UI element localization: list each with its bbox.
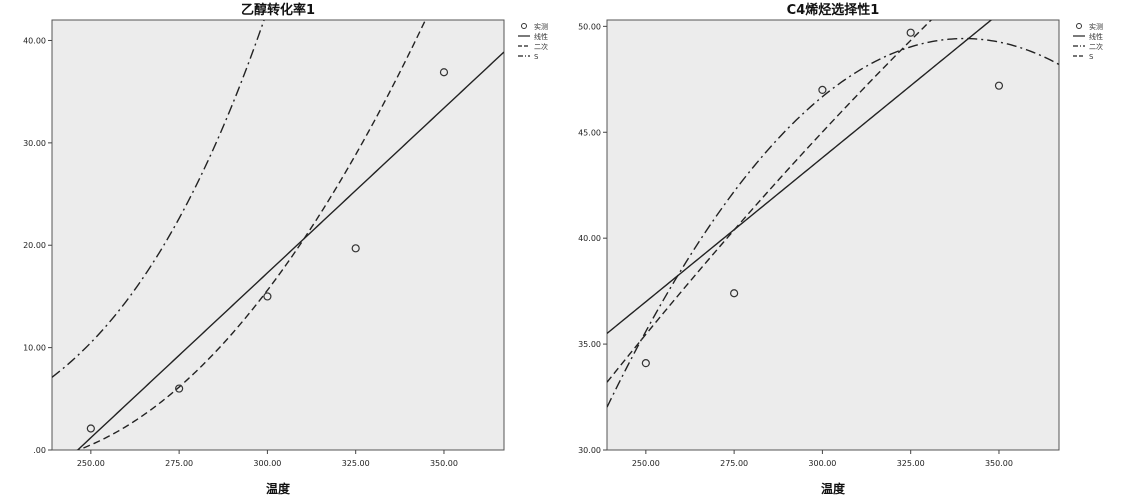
legend-label: 实测 xyxy=(534,22,548,31)
observed-point xyxy=(730,289,739,298)
legend-label: 二次 xyxy=(1089,42,1103,51)
plot-area xyxy=(51,19,505,451)
observed-point xyxy=(906,28,915,37)
x-tick-label: 325.00 xyxy=(897,459,925,468)
y-tick-label: 40.00 xyxy=(23,36,46,45)
fit-line-quadratic xyxy=(607,37,1059,408)
y-tick-label: 45.00 xyxy=(578,128,601,137)
x-tick-label: 275.00 xyxy=(720,459,748,468)
chart-title: C4烯烃选择性1 xyxy=(787,2,880,18)
observed-point xyxy=(439,68,449,77)
y-tick-label: 35.00 xyxy=(578,340,601,349)
y-tick-label: 30.00 xyxy=(23,139,46,148)
fit-line-linear xyxy=(607,20,993,334)
x-tick-label: 325.00 xyxy=(342,459,370,468)
x-tick-label: 250.00 xyxy=(77,459,105,468)
chart-panel-ethanol-conversion: 乙醇转化率1 250.00 275.00 300.00 325.00 350.00 .00 1… xyxy=(23,2,548,496)
fit-line-quadratic xyxy=(76,20,427,450)
y-tick-label: 50.00 xyxy=(578,22,601,31)
legend-marker xyxy=(521,23,527,29)
legend-label: S xyxy=(1089,53,1094,61)
fit-line-linear xyxy=(76,51,504,450)
chart-title: 乙醇转化率1 xyxy=(241,2,315,18)
plot-area xyxy=(606,19,1060,451)
y-tick-label: 20.00 xyxy=(23,241,46,250)
y-tick-label: 10.00 xyxy=(23,344,46,353)
legend-label: 实测 xyxy=(1089,22,1103,31)
legend-label: 线性 xyxy=(1089,32,1103,41)
observed-point xyxy=(263,292,272,301)
chart-panel-c4-olefin-selectivity: C4烯烃选择性1 250.00 275.00 300.00 325.00 350.00 30… xyxy=(578,2,1103,496)
legend-label: 二次 xyxy=(534,42,548,51)
legend-marker xyxy=(1076,23,1082,29)
legend-label: 线性 xyxy=(534,32,548,41)
observed-point xyxy=(818,85,827,95)
x-axis-label: 温度 xyxy=(266,481,291,496)
x-tick-label: 275.00 xyxy=(165,459,193,468)
fit-line-s xyxy=(52,20,265,378)
legend-label: S xyxy=(534,53,539,61)
y-tick-label: 30.00 xyxy=(578,446,601,455)
x-tick-label: 250.00 xyxy=(632,459,660,468)
observed-point xyxy=(351,244,360,253)
x-tick-label: 300.00 xyxy=(808,459,836,468)
x-tick-label: 350.00 xyxy=(430,459,458,468)
observed-point xyxy=(175,384,184,393)
y-tick-label: .00 xyxy=(33,446,46,455)
observed-point xyxy=(86,424,95,433)
observed-point xyxy=(994,81,1004,90)
x-tick-label: 350.00 xyxy=(985,459,1013,468)
x-tick-label: 300.00 xyxy=(253,459,281,468)
fit-line-s xyxy=(607,20,933,383)
x-axis-label: 温度 xyxy=(821,481,846,496)
observed-point xyxy=(641,359,650,368)
y-tick-label: 40.00 xyxy=(578,234,601,243)
